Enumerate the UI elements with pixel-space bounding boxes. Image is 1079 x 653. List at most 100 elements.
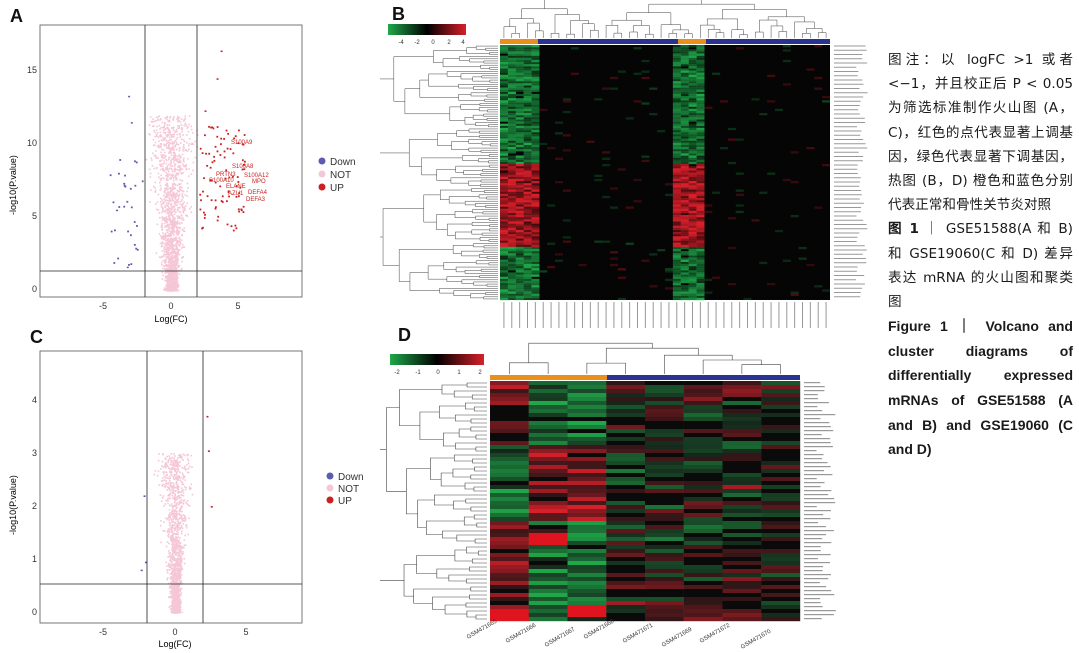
- point-not: [164, 210, 166, 212]
- point-not: [166, 531, 169, 533]
- heatmap-cell: [531, 181, 540, 184]
- point-not: [170, 540, 173, 543]
- point-not: [167, 168, 169, 171]
- point-not: [176, 160, 179, 163]
- point-up: [204, 213, 206, 216]
- heatmap-cell: [665, 183, 674, 186]
- heatmap-cell: [680, 68, 689, 71]
- heatmap-cell: [523, 49, 532, 52]
- point-not: [175, 513, 178, 516]
- heatmap-cell: [515, 204, 524, 207]
- heatmap-cell: [696, 132, 705, 135]
- scale-b-tick: -4: [398, 40, 404, 46]
- point-not: [181, 518, 183, 521]
- point-not: [171, 224, 173, 227]
- heatmap-cell: [523, 132, 532, 135]
- heatmap-cell: [515, 189, 524, 192]
- heatmap-cell: [688, 96, 697, 99]
- dendrogram-branch: [482, 169, 498, 172]
- heatmap-cell: [696, 232, 705, 235]
- point-not: [154, 141, 157, 144]
- heatmap-cell: [688, 157, 697, 160]
- heatmap-cell: [806, 147, 815, 150]
- point-not: [167, 203, 169, 206]
- point-not: [165, 167, 167, 169]
- heatmap-cell: [507, 104, 516, 107]
- point-not: [170, 567, 173, 569]
- volcano-c-legend: Down NOT UP: [326, 472, 364, 507]
- point-not: [165, 162, 168, 165]
- heatmap-cell: [696, 100, 705, 103]
- point-not: [183, 562, 186, 565]
- point-not: [174, 510, 177, 512]
- heatmap-cell: [507, 62, 516, 65]
- point-not: [162, 495, 165, 497]
- heatmap-cell: [680, 221, 689, 224]
- point-not: [177, 479, 179, 481]
- point-not: [173, 486, 175, 488]
- point-not: [163, 236, 165, 238]
- heatmap-cell: [696, 244, 705, 248]
- point-not: [176, 262, 179, 265]
- heatmap-cell: [680, 191, 689, 194]
- point-not: [178, 597, 180, 600]
- heatmap-cell: [500, 259, 509, 262]
- heatmap-cell: [562, 189, 571, 192]
- heatmap-cell: [507, 285, 516, 288]
- heatmap-cell: [680, 206, 689, 209]
- point-not: [172, 282, 175, 285]
- heatmap-cell: [507, 113, 516, 116]
- point-not: [163, 139, 165, 141]
- heatmap-cell: [531, 249, 540, 252]
- heatmap-cell: [515, 276, 524, 279]
- point-up: [242, 205, 245, 208]
- point-not: [162, 232, 164, 234]
- point-not: [168, 285, 171, 287]
- heatmap-cell: [500, 268, 509, 271]
- point-not: [157, 459, 160, 462]
- heatmap-cell: [500, 98, 509, 101]
- point-not: [180, 592, 183, 594]
- point-not: [170, 187, 172, 190]
- point-not: [168, 245, 171, 248]
- point-not: [168, 177, 171, 180]
- heatmap-cell: [696, 272, 705, 275]
- point-not: [177, 563, 180, 566]
- point-not: [165, 263, 167, 266]
- point-not: [157, 144, 160, 147]
- heatmap-cell: [515, 270, 524, 273]
- point-not: [172, 520, 174, 523]
- point-not: [178, 604, 181, 607]
- point-not: [164, 243, 166, 246]
- row-dendrogram-b: [380, 45, 498, 300]
- point-not: [176, 231, 179, 234]
- scale-b-tick: 0: [431, 40, 435, 46]
- point-not: [170, 485, 172, 487]
- heatmap-cell: [523, 47, 532, 50]
- point-not: [181, 552, 183, 555]
- point-not: [159, 181, 161, 184]
- heatmap-cell: [672, 132, 681, 135]
- heatmap-cell: [680, 178, 689, 182]
- point-not: [174, 463, 176, 465]
- point-not: [160, 163, 163, 166]
- point-not: [169, 287, 172, 290]
- heatmap-cell: [822, 100, 831, 103]
- point-not: [169, 581, 172, 584]
- point-not: [166, 168, 168, 171]
- point-not: [166, 256, 169, 259]
- dendrogram-branch: [466, 47, 490, 54]
- heatmap-cell: [515, 49, 524, 52]
- point-not: [174, 200, 176, 203]
- heatmap-cell: [515, 210, 524, 214]
- heatmap-cell: [507, 202, 516, 205]
- point-not: [175, 590, 177, 592]
- volcano-c-xtick: 5: [243, 627, 248, 637]
- point-up: [228, 195, 230, 198]
- point-not: [173, 538, 175, 541]
- point-not: [165, 464, 167, 467]
- volcano-c-xtick: 0: [172, 627, 177, 637]
- point-not: [170, 205, 172, 207]
- heatmap-cell: [672, 200, 681, 203]
- heatmap-cell: [507, 51, 516, 54]
